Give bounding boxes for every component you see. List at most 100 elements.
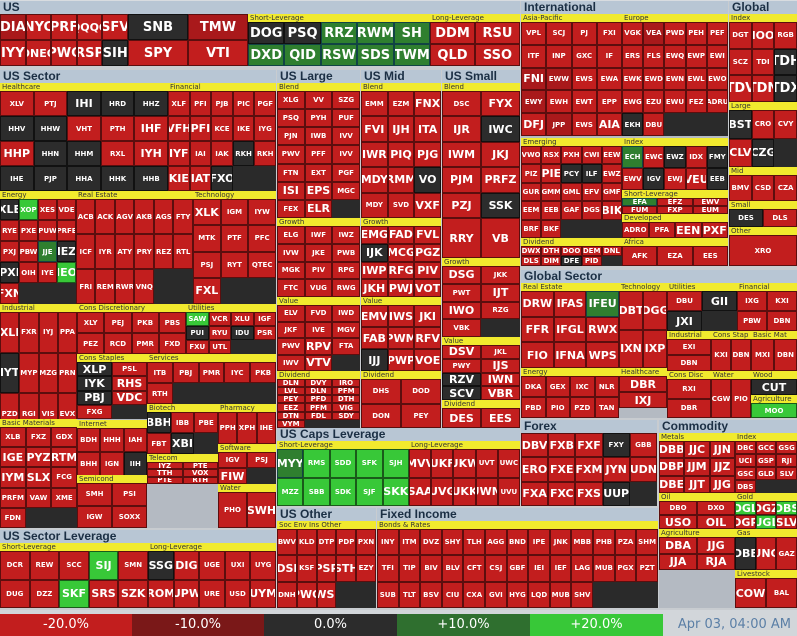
ticker-tile[interactable]: PSI bbox=[112, 483, 147, 506]
ticker-tile[interactable]: ADRO bbox=[622, 222, 649, 238]
ticker-tile[interactable]: TDI bbox=[751, 48, 775, 76]
ticker-tile[interactable]: PWM bbox=[387, 327, 415, 349]
ticker-tile[interactable]: FDN bbox=[0, 507, 26, 528]
ticker-tile[interactable]: EWL bbox=[685, 67, 707, 91]
ticker-tile[interactable]: PIQ bbox=[387, 141, 415, 168]
ticker-tile[interactable]: DBT bbox=[619, 291, 643, 330]
ticker-tile[interactable]: DSI bbox=[277, 555, 297, 582]
ticker-tile[interactable]: DBR bbox=[619, 376, 667, 392]
ticker-tile[interactable]: AGV bbox=[114, 199, 135, 234]
ticker-tile[interactable]: VOE bbox=[414, 349, 441, 371]
ticker-tile[interactable]: DLS bbox=[521, 256, 542, 266]
ticker-tile[interactable]: ICF bbox=[76, 234, 96, 269]
ticker-tile[interactable]: RXI bbox=[667, 379, 711, 399]
ticker-tile[interactable]: REZ bbox=[153, 234, 174, 269]
ticker-tile[interactable]: CGW bbox=[711, 379, 731, 418]
ticker-tile[interactable]: PWY bbox=[442, 358, 481, 373]
ticker-tile[interactable]: EEB bbox=[541, 201, 562, 220]
ticker-tile[interactable]: DDM bbox=[430, 22, 475, 44]
ticker-tile[interactable]: SCC bbox=[59, 551, 89, 580]
ticker-tile[interactable]: ELG bbox=[277, 226, 305, 244]
ticker-tile[interactable]: PTJ bbox=[33, 91, 68, 116]
ticker-tile[interactable]: FNI bbox=[521, 67, 547, 91]
section-title[interactable]: US Sector bbox=[0, 70, 276, 83]
ticker-tile[interactable]: VIG bbox=[332, 403, 360, 412]
ticker-tile[interactable]: IKE bbox=[232, 116, 255, 141]
ticker-tile[interactable]: DUG bbox=[0, 579, 30, 608]
ticker-tile[interactable]: XPH bbox=[237, 412, 257, 444]
ticker-tile[interactable]: IGF bbox=[253, 312, 276, 326]
ticker-tile[interactable]: IXJ bbox=[619, 392, 667, 408]
ticker-tile[interactable]: STH bbox=[336, 555, 357, 582]
ticker-tile[interactable]: JPP bbox=[546, 113, 572, 136]
ticker-tile[interactable]: PWP bbox=[387, 349, 415, 371]
ticker-tile[interactable]: PFM bbox=[304, 403, 333, 412]
ticker-tile[interactable]: GCC bbox=[755, 441, 777, 454]
ticker-tile[interactable]: CSD bbox=[751, 175, 775, 201]
ticker-tile[interactable]: RWG bbox=[332, 279, 360, 297]
ticker-tile[interactable]: ONEQ bbox=[25, 40, 52, 66]
ticker-tile[interactable]: BAL bbox=[766, 578, 797, 608]
section-title[interactable]: US Large bbox=[277, 70, 360, 83]
ticker-tile[interactable]: TWM bbox=[393, 44, 430, 66]
ticker-tile[interactable]: EEW bbox=[601, 146, 622, 165]
ticker-tile[interactable]: RJA bbox=[697, 553, 735, 570]
ticker-tile[interactable]: RTH bbox=[182, 476, 218, 484]
ticker-tile[interactable]: VWO bbox=[521, 146, 542, 165]
ticker-tile[interactable]: DLN bbox=[277, 379, 305, 388]
ticker-tile[interactable]: TDN bbox=[751, 75, 775, 102]
ticker-tile[interactable]: IWV bbox=[277, 354, 305, 371]
ticker-tile[interactable]: IGN bbox=[100, 452, 124, 476]
ticker-tile[interactable]: FTN bbox=[277, 163, 305, 182]
ticker-tile[interactable]: PJN bbox=[277, 127, 305, 146]
ticker-tile[interactable]: DBR bbox=[667, 398, 711, 418]
ticker-tile[interactable]: CFT bbox=[463, 555, 486, 582]
ticker-tile[interactable]: EWI bbox=[706, 44, 728, 68]
ticker-tile[interactable]: EWQ bbox=[664, 44, 686, 68]
ticker-tile[interactable]: ITB bbox=[147, 362, 173, 383]
ticker-tile[interactable]: VBR bbox=[481, 386, 520, 400]
ticker-tile[interactable]: MDY bbox=[361, 167, 388, 193]
ticker-tile[interactable]: XLI bbox=[0, 312, 20, 353]
ticker-tile[interactable]: UVG bbox=[431, 477, 454, 506]
ticker-tile[interactable]: IHE bbox=[256, 412, 276, 444]
ticker-tile[interactable]: SAW bbox=[186, 312, 209, 326]
section-title[interactable]: US Other bbox=[277, 508, 376, 521]
ticker-tile[interactable]: EWT bbox=[571, 90, 597, 114]
ticker-tile[interactable]: PJG bbox=[414, 141, 441, 168]
ticker-tile[interactable]: XLV bbox=[0, 91, 34, 116]
ticker-tile[interactable]: FVL bbox=[414, 226, 441, 244]
ticker-tile[interactable]: IYK bbox=[77, 376, 112, 391]
ticker-tile[interactable]: EWN bbox=[664, 67, 686, 91]
ticker-tile[interactable]: BND bbox=[506, 529, 529, 556]
ticker-tile[interactable]: AGG bbox=[485, 529, 507, 556]
ticker-tile[interactable]: ERO bbox=[521, 457, 549, 482]
ticker-tile[interactable]: UDN bbox=[629, 457, 657, 482]
ticker-tile[interactable]: DTP bbox=[316, 529, 337, 556]
ticker-tile[interactable]: RGB bbox=[774, 22, 797, 49]
ticker-tile[interactable]: EEN bbox=[675, 222, 702, 238]
section-title[interactable]: US Sector Leverage bbox=[0, 530, 276, 543]
ticker-tile[interactable]: UNG bbox=[755, 537, 777, 570]
ticker-tile[interactable]: SFV bbox=[102, 14, 128, 40]
ticker-tile[interactable]: VB bbox=[481, 218, 520, 258]
ticker-tile[interactable]: RHS bbox=[112, 376, 147, 391]
ticker-tile[interactable]: IWM bbox=[442, 141, 481, 168]
ticker-tile[interactable]: BRF bbox=[521, 219, 542, 238]
ticker-tile[interactable]: DXD bbox=[248, 44, 285, 66]
ticker-tile[interactable]: IJT bbox=[481, 283, 520, 302]
ticker-tile[interactable]: FNX bbox=[414, 91, 441, 117]
ticker-tile[interactable]: IWR bbox=[361, 141, 388, 168]
ticker-tile[interactable]: PRY bbox=[134, 234, 154, 269]
ticker-tile[interactable]: JJA bbox=[659, 553, 697, 570]
ticker-tile[interactable]: DBS bbox=[776, 501, 797, 515]
ticker-tile[interactable]: HRD bbox=[100, 91, 135, 116]
ticker-tile[interactable]: IWC bbox=[481, 116, 520, 142]
ticker-tile[interactable]: IXG bbox=[737, 291, 767, 311]
ticker-tile[interactable]: HHB bbox=[134, 166, 168, 191]
ticker-tile[interactable]: REM bbox=[95, 269, 115, 304]
ticker-tile[interactable]: ITM bbox=[398, 529, 421, 556]
ticker-tile[interactable]: VUG bbox=[304, 279, 333, 297]
ticker-tile[interactable]: SJH bbox=[382, 449, 409, 478]
ticker-tile[interactable]: JJM bbox=[684, 458, 710, 476]
